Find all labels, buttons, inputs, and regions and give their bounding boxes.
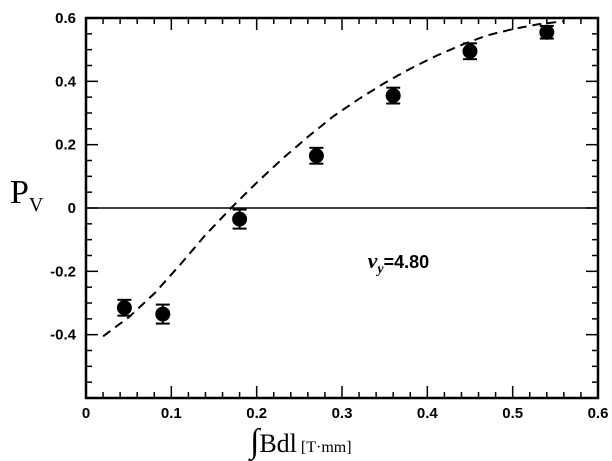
y-tick-label: 0 — [68, 200, 76, 217]
data-point — [385, 86, 401, 105]
x-axis-unit: [T·mm] — [301, 439, 352, 456]
nu-y-annotation: νy=4.80 — [368, 248, 430, 277]
data-marker — [308, 148, 324, 164]
x-axis-label: ∫Bdl [T·mm] — [248, 423, 352, 461]
y-tick-label: -0.4 — [50, 327, 77, 344]
x-tick-label: 0.5 — [502, 405, 523, 422]
data-marker — [155, 306, 171, 322]
x-tick-label: 0.1 — [161, 405, 182, 422]
x-tick-label: 0.2 — [246, 405, 267, 422]
x-tick-label: 0.6 — [588, 405, 609, 422]
data-marker — [462, 43, 478, 59]
data-point — [155, 303, 171, 325]
x-tick-label: 0.3 — [332, 405, 353, 422]
x-tick-label: 0 — [82, 405, 90, 422]
data-point — [539, 24, 555, 40]
data-marker — [539, 24, 555, 40]
data-marker — [116, 300, 132, 316]
y-axis-label-sub: V — [29, 194, 44, 216]
x-tick-label: 0.4 — [417, 405, 439, 422]
y-tick-label: 0.6 — [55, 10, 76, 27]
data-marker — [232, 211, 248, 227]
y-tick-label: 0.2 — [55, 137, 76, 154]
y-axis-label: PV — [10, 174, 44, 216]
y-tick-label: 0.4 — [55, 73, 77, 90]
data-point — [462, 42, 478, 61]
integral-sign: ∫ — [248, 423, 262, 461]
data-point — [232, 208, 248, 230]
y-tick-label: -0.2 — [50, 263, 76, 280]
data-marker — [385, 88, 401, 104]
fit-curve — [102, 20, 565, 338]
data-point — [116, 298, 132, 317]
data-point — [308, 146, 324, 165]
